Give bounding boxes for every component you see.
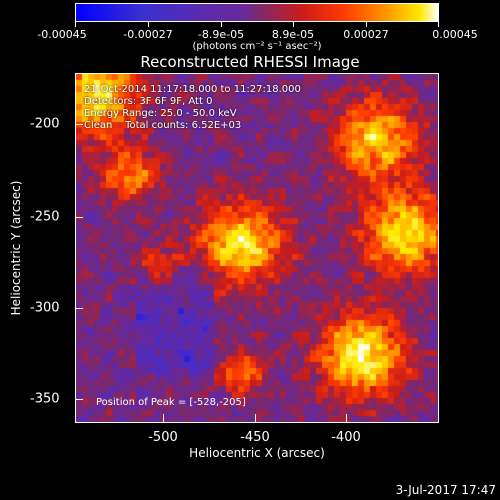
colorbar [75,3,439,22]
info-time: 21-Oct-2014 11:17:18.000 to 11:27:18.000 [84,84,301,95]
y-tick-label: -200 [30,116,60,132]
image-plot: 21-Oct-2014 11:17:18.000 to 11:27:18.000… [75,73,439,423]
info-detectors: Detectors: 3F 6F 9F, Att 0 [84,96,213,107]
colorbar-units: (photons cm⁻² s⁻¹ asec⁻²) [192,41,322,52]
colorbar-label: 0.00045 [432,28,478,41]
image-title: Reconstructed RHESSI Image [140,53,360,71]
y-tick [75,124,83,125]
y-tick [75,399,83,400]
colorbar-tick [366,22,367,27]
colorbar-tick [293,22,294,27]
colorbar-tick [221,22,222,27]
colorbar-label: -0.00027 [123,28,173,41]
date-stamp: 3-Jul-2017 17:47 [395,483,496,497]
info-counts: Clean Total counts: 6.52E+03 [84,120,242,131]
info-energy: Energy Range: 25.0 - 50.0 keV [84,108,237,119]
x-tick-label: -400 [331,430,361,445]
x-tick-label: -500 [148,430,178,445]
x-tick [163,414,164,422]
colorbar-label: 0.00027 [343,28,389,41]
y-tick [75,217,83,218]
colorbar-label: -8.9e-05 [197,28,245,41]
x-tick-label: -450 [240,430,270,445]
x-axis-title: Heliocentric X (arcsec) [189,446,325,460]
colorbar-tick [438,22,439,27]
y-tick-label: -250 [30,209,60,225]
colorbar-tick [148,22,149,27]
x-tick [346,414,347,422]
y-tick-label: -300 [30,300,60,316]
peak-position: Position of Peak = [-528,-205] [96,397,246,408]
colorbar-label: -0.00045 [37,28,87,41]
heatmap-image [76,74,438,422]
y-tick-label: -350 [30,391,60,407]
x-tick [255,414,256,422]
y-tick [75,308,83,309]
y-axis-title: Heliocentric Y (arcsec) [9,180,23,316]
colorbar-tick [75,22,76,27]
colorbar-label: 8.9e-05 [271,28,315,41]
